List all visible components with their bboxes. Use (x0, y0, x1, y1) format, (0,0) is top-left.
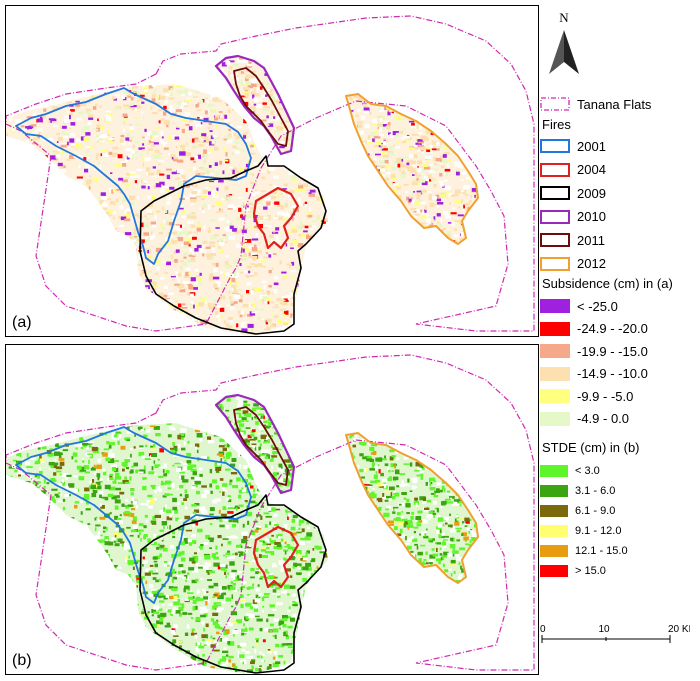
legend-subsidence-0: < -25.0 (540, 297, 618, 315)
legend-fire-0: 2001 (540, 137, 606, 155)
legend-stde-label: > 15.0 (575, 565, 606, 577)
legend-subsidence-4: -9.9 - -5.0 (540, 387, 633, 405)
map-panel-b: (b) (5, 344, 539, 675)
legend-fire-swatch (540, 256, 570, 271)
legend-subsidence-swatch (540, 299, 570, 313)
legend-fire-label: 2001 (577, 138, 606, 154)
north-label: N (559, 10, 569, 25)
legend-stde-0: < 3.0 (540, 462, 600, 480)
raster-clip-east-stde (346, 433, 478, 583)
legend-subsidence-swatch (540, 366, 570, 381)
fire-2009-perimeter (139, 155, 327, 335)
legend-fire-2: 2009 (540, 184, 606, 202)
legend-stde-5: > 15.0 (540, 562, 606, 580)
legend-stde-4: 12.1 - 15.0 (540, 542, 628, 560)
fire-2001-perimeter (15, 426, 252, 604)
legend-stde-swatch (540, 505, 568, 517)
legend-subsidence-swatch (540, 321, 570, 336)
scale-tick-20: 20 KM (668, 624, 690, 635)
legend-fire-label: 2010 (577, 209, 606, 224)
fire-2011-perimeter (233, 67, 289, 147)
legend-subsidence-1: -24.9 - -20.0 (540, 320, 648, 338)
legend-stde-swatch (540, 485, 568, 497)
legend-subsidence-label: -19.9 - -15.0 (577, 343, 648, 359)
legend-stde-label: < 3.0 (575, 465, 600, 477)
legend-subsidence-label: -24.9 - -20.0 (577, 321, 648, 336)
fire-2004-perimeter (252, 186, 300, 250)
legend-subsidence-swatch (540, 411, 570, 426)
panel-label-a: (a) (12, 314, 32, 331)
legend-fire-5: 2012 (540, 255, 606, 273)
tanana-flats-boundary (6, 354, 535, 671)
legend-fire-swatch (540, 209, 570, 224)
legend-stde-label: 9.1 - 12.0 (575, 525, 622, 537)
map-panel-a: (a) (5, 5, 539, 337)
fire-2011-perimeter (233, 406, 289, 486)
legend-subsidence-label: -14.9 - -10.0 (577, 366, 648, 381)
legend-stde-swatch (540, 465, 568, 477)
legend-subsidence-label: -4.9 - 0.0 (577, 411, 630, 426)
legend-stde-title: STDE (cm) in (b) (542, 440, 640, 455)
map-b-svg (6, 354, 535, 674)
legend-fire-label: 2012 (577, 256, 606, 271)
panel-label-b: (b) (12, 652, 32, 669)
fire-2009-perimeter (139, 494, 327, 674)
fire-2012-perimeter (345, 93, 479, 245)
legend-stde-1: 3.1 - 6.0 (540, 482, 615, 500)
legend-stde-label: 6.1 - 9.0 (575, 505, 616, 517)
legend-stde-3: 9.1 - 12.0 (540, 522, 621, 540)
legend-stde-swatch (540, 545, 568, 557)
legend-stde-label: 3.1 - 6.0 (575, 485, 616, 497)
legend-subsidence-title: Subsidence (cm) in (a) (542, 276, 673, 291)
legend-stde-swatch (540, 565, 568, 577)
raster-clip-wild-subsidence (6, 84, 328, 336)
legend-subsidence-3: -14.9 - -10.0 (540, 365, 648, 383)
legend-stde-2: 6.1 - 9.0 (540, 502, 615, 520)
north-arrow: N (544, 8, 584, 80)
legend-boundary: Tanana Flats (540, 95, 651, 113)
scale-tick-10: 10 (598, 624, 610, 635)
legend-fire-label: 2011 (577, 232, 605, 248)
scale-bar: 0 10 20 KM (540, 620, 697, 660)
fire-2012-perimeter (345, 432, 479, 584)
legend-fire-swatch (540, 162, 570, 177)
legend-fire-label: 2004 (577, 162, 606, 177)
legend-fire-1: 2004 (540, 161, 606, 179)
legend-fire-4: 2011 (540, 231, 605, 249)
legend-subsidence-2: -19.9 - -15.0 (540, 342, 648, 360)
legend-fires-title: Fires (542, 117, 571, 132)
legend-subsidence-label: -9.9 - -5.0 (577, 388, 634, 404)
dashed-boundary-icon (540, 97, 570, 111)
fire-2010-perimeter (214, 393, 296, 495)
legend-subsidence-swatch (540, 344, 570, 358)
legend-subsidence-label: < -25.0 (577, 298, 618, 314)
legend-stde-swatch (540, 525, 568, 537)
legend-subsidence-swatch (540, 389, 570, 403)
fire-2004-perimeter (252, 525, 300, 589)
scale-tick-0: 0 (540, 624, 546, 635)
map-a-svg (6, 15, 535, 336)
legend-stde-label: 12.1 - 15.0 (575, 545, 628, 557)
legend-fire-label: 2009 (577, 185, 606, 201)
legend-subsidence-5: -4.9 - 0.0 (540, 410, 629, 428)
tanana-flats-boundary (6, 15, 535, 332)
fire-2001-perimeter (15, 87, 252, 265)
fire-2010-perimeter (214, 54, 296, 156)
legend-fire-swatch (540, 139, 570, 153)
north-arrow-icon: N (549, 10, 579, 74)
legend-boundary-label: Tanana Flats (577, 96, 652, 112)
legend-fire-3: 2010 (540, 208, 606, 226)
legend-fire-swatch (540, 233, 570, 247)
raster-clip-east-subsidence (346, 94, 478, 244)
legend-fire-swatch (540, 186, 570, 200)
